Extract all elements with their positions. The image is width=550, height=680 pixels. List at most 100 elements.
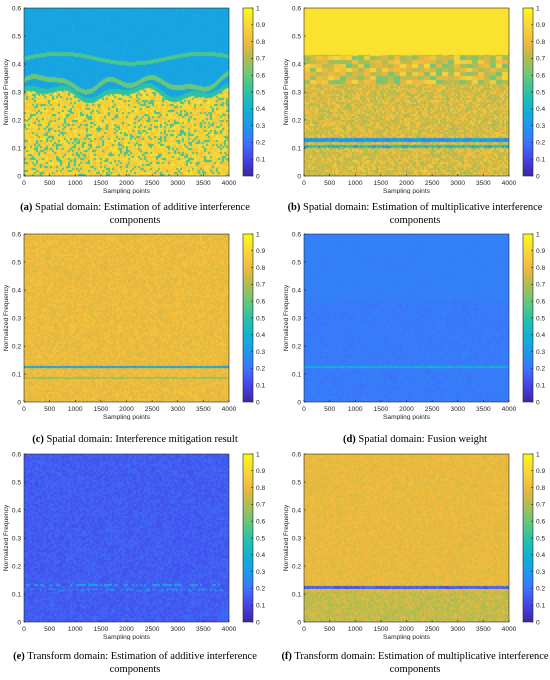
heatmap-image-f [304, 454, 509, 622]
y-tick-label: 0 [17, 399, 21, 406]
x-tick-label: 3000 [450, 406, 465, 413]
colorbar-tick-label: 0.8 [256, 485, 265, 492]
x-tick-label: 1000 [348, 626, 363, 633]
caption-e: (e) Transform domain: Estimation of addi… [0, 650, 270, 676]
colorbar-tick-label: 0 [536, 399, 540, 406]
caption-tag: (f) [281, 651, 292, 662]
colorbar-tick-label: 1 [256, 231, 260, 238]
x-axis-label: Sampling points [103, 414, 151, 420]
caption-text: Transform domain: Estimation of additive… [24, 651, 257, 675]
colorbar-tick-label: 0.6 [256, 73, 265, 80]
y-tick-label: 0.6 [12, 231, 21, 238]
colorbar-tick-label: 0.7 [256, 282, 265, 289]
caption-text: Spatial domain: Fusion weight [355, 434, 488, 445]
panel-f: 0 500 1000 1500 2000 2500 3000 3500 4000 Sampling… [280, 450, 550, 645]
heatmap-b: 0 500 1000 1500 2000 2500 3000 3500 4000 Sampling… [283, 5, 545, 195]
caption-b: (b) Spatial domain: Estimation of multip… [280, 201, 550, 227]
x-tick-label: 1000 [348, 406, 363, 413]
colorbar-tick-label: 0.6 [536, 519, 545, 526]
colorbar-tick-label: 0.5 [256, 89, 265, 96]
x-tick-label: 500 [324, 180, 335, 187]
y-axis-label: Normalized Frequency [3, 284, 10, 351]
colorbar-tick-label: 0.7 [536, 502, 545, 509]
y-tick-label: 0.1 [292, 145, 301, 152]
y-axis-label: Normalized Frequency [283, 504, 290, 571]
colorbar-tick-label: 0.3 [256, 123, 265, 130]
colorbar-tick-label: 0.1 [256, 603, 265, 610]
y-tick-label: 0 [17, 619, 21, 626]
colorbar-tick-label: 0.5 [536, 535, 545, 542]
x-axis-label: Sampling points [103, 634, 151, 640]
colorbar-tick-label: 0.3 [536, 123, 545, 130]
colorbar-tick-label: 0.7 [536, 282, 545, 289]
colorbar-tick-label: 0.7 [536, 56, 545, 63]
x-tick-label: 3500 [476, 406, 491, 413]
y-tick-label: 0.3 [12, 315, 21, 322]
colorbar-tick-label: 0.5 [256, 535, 265, 542]
x-tick-label: 3000 [450, 180, 465, 187]
colorbar-tick-label: 0 [256, 173, 260, 180]
colorbar-tick-label: 0.6 [256, 299, 265, 306]
colorbar-tick-label: 0.9 [256, 248, 265, 255]
colorbar-tick-label: 0.3 [536, 569, 545, 576]
y-axis-label: Normalized Frequency [3, 504, 10, 571]
heatmap-d: 0 500 1000 1500 2000 2500 3000 3500 4000 Sampling… [283, 231, 545, 421]
heatmap-image-b [304, 8, 509, 176]
colorbar-tick-label: 0.5 [256, 315, 265, 322]
colorbar-tick-label: 0.8 [536, 485, 545, 492]
y-tick-label: 0.1 [12, 591, 21, 598]
caption-tag: (b) [287, 202, 301, 213]
colorbar-tick-label: 1 [256, 451, 260, 458]
x-tick-label: 3000 [170, 180, 185, 187]
heatmap-e: 0 500 1000 1500 2000 2500 3000 3500 4000 Sampling… [3, 451, 265, 641]
colorbar-tick-label: 0.8 [536, 265, 545, 272]
colorbar-tick-label: 0.2 [256, 366, 265, 373]
y-tick-label: 0.5 [292, 479, 301, 486]
x-tick-label: 1500 [374, 180, 389, 187]
x-tick-label: 3500 [476, 180, 491, 187]
y-axis-label: Normalized Frequency [283, 284, 290, 351]
x-tick-label: 1000 [68, 406, 83, 413]
heatmap-a: 0 500 1000 1500 2000 2500 3000 3500 4000 Sampling… [3, 5, 265, 195]
y-tick-label: 0.1 [292, 371, 301, 378]
x-tick-label: 500 [324, 406, 335, 413]
colorbar-tick-label: 0.7 [256, 56, 265, 63]
panel-e: 0 500 1000 1500 2000 2500 3000 3500 4000 Sampling… [0, 450, 270, 645]
colorbar-tick-label: 0.5 [536, 89, 545, 96]
x-tick-label: 2500 [425, 626, 440, 633]
y-tick-label: 0.2 [12, 117, 21, 124]
heatmap-image-e [24, 454, 229, 622]
colorbar [523, 8, 533, 176]
panel-b: 0 500 1000 1500 2000 2500 3000 3500 4000 Sampling… [280, 4, 550, 199]
colorbar-tick-label: 1 [256, 5, 260, 12]
x-tick-label: 3000 [450, 626, 465, 633]
x-tick-label: 3500 [196, 180, 211, 187]
x-tick-label: 2000 [119, 406, 134, 413]
x-tick-label: 2000 [119, 180, 134, 187]
colorbar-tick-label: 0.1 [536, 157, 545, 164]
x-tick-label: 2000 [399, 626, 414, 633]
heatmap-c: 0 500 1000 1500 2000 2500 3000 3500 4000 Sampling… [3, 231, 265, 421]
caption-tag: (e) [13, 651, 25, 662]
colorbar-tick-label: 0.3 [256, 569, 265, 576]
colorbar-tick-label: 0.4 [536, 106, 545, 113]
y-tick-label: 0.5 [292, 259, 301, 266]
x-tick-label: 2000 [399, 180, 414, 187]
caption-text: Transform domain: Estimation of multipli… [291, 651, 549, 675]
caption-d: (d) Spatial domain: Fusion weight [280, 433, 550, 446]
y-tick-label: 0.6 [292, 5, 301, 12]
heatmap-f: 0 500 1000 1500 2000 2500 3000 3500 4000 Sampling… [283, 451, 545, 641]
y-tick-label: 0 [297, 173, 301, 180]
x-tick-label: 3500 [196, 626, 211, 633]
colorbar-tick-label: 0.9 [256, 22, 265, 29]
colorbar-tick-label: 0.9 [256, 468, 265, 475]
x-tick-label: 500 [44, 406, 55, 413]
panel-d: 0 500 1000 1500 2000 2500 3000 3500 4000 Sampling… [280, 230, 550, 425]
x-tick-label: 500 [44, 626, 55, 633]
colorbar-tick-label: 0.9 [536, 248, 545, 255]
caption-f: (f) Transform domain: Estimation of mult… [280, 650, 550, 676]
colorbar-tick-label: 0.2 [256, 140, 265, 147]
colorbar-tick-label: 0 [256, 399, 260, 406]
colorbar-tick-label: 0.9 [536, 22, 545, 29]
x-tick-label: 1000 [68, 180, 83, 187]
